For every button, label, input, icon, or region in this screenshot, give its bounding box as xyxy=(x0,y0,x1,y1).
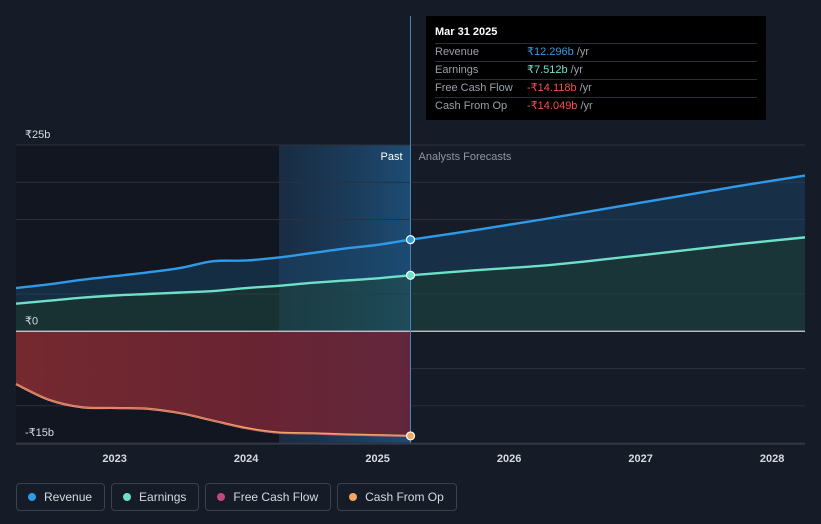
y-tick-label: -₹15b xyxy=(25,427,54,439)
tooltip-unit: /yr xyxy=(580,100,593,112)
earnings-point xyxy=(405,270,416,280)
legend-dot-icon xyxy=(349,493,358,501)
x-tick-label: 2024 xyxy=(234,453,259,465)
revenue-line xyxy=(15,174,806,290)
legend-item-cash-from-op[interactable]: Cash From Op xyxy=(337,483,457,511)
legend-dot-icon xyxy=(28,493,36,501)
x-tick-label: 2025 xyxy=(365,453,389,465)
legend-label: Earnings xyxy=(139,490,187,504)
legend-label: Cash From Op xyxy=(365,490,444,504)
tooltip-value: -₹14.049b xyxy=(527,100,578,112)
tooltip-row-revenue: Revenue ₹12.296b /yr xyxy=(435,43,757,61)
legend-item-revenue[interactable]: Revenue xyxy=(16,483,106,511)
x-tick-label: 2023 xyxy=(102,453,126,465)
tooltip-date: Mar 31 2025 xyxy=(435,26,498,38)
x-tick-label: 2027 xyxy=(628,453,652,465)
free-cash-flow-area xyxy=(16,331,411,437)
tooltip-row-free-cash-flow: Free Cash Flow -₹14.118b /yr xyxy=(435,79,757,97)
free-cash-flow-line xyxy=(15,383,411,438)
tooltip-row-earnings: Earnings ₹7.512b /yr xyxy=(435,61,757,79)
tooltip-unit: /yr xyxy=(576,46,589,58)
tooltip: Mar 31 2025 Revenue ₹12.296b /yr Earning… xyxy=(426,16,766,120)
chart-area: ₹25b ₹0 -₹15b 2023 2024 2025 2026 2027 2028 Past A… xyxy=(15,16,806,465)
cash-from-op-point xyxy=(405,431,416,441)
past-label: Past xyxy=(380,151,402,163)
legend-label: Revenue xyxy=(44,490,93,504)
revenue-point xyxy=(405,235,416,245)
legend: Revenue Earnings Free Cash Flow Cash Fro… xyxy=(16,483,457,511)
legend-dot-icon xyxy=(123,493,132,501)
tooltip-value: -₹14.118b xyxy=(527,82,577,94)
y-tick-label: ₹0 xyxy=(25,315,38,327)
x-tick-label: 2026 xyxy=(497,453,521,465)
tooltip-label: Earnings xyxy=(435,64,479,76)
tooltip-unit: /yr xyxy=(579,82,592,94)
earnings-line xyxy=(15,236,806,305)
legend-item-earnings[interactable]: Earnings xyxy=(111,483,200,511)
legend-label: Free Cash Flow xyxy=(233,490,319,504)
legend-item-free-cash-flow[interactable]: Free Cash Flow xyxy=(205,483,332,511)
x-tick-label: 2028 xyxy=(760,453,784,465)
tooltip-unit: /yr xyxy=(570,64,583,76)
tooltip-label: Free Cash Flow xyxy=(435,82,513,94)
legend-dot-icon xyxy=(217,493,226,501)
tooltip-value: ₹7.512b xyxy=(527,64,568,76)
tooltip-label: Revenue xyxy=(435,46,480,58)
forecast-label: Analysts Forecasts xyxy=(419,151,512,163)
tooltip-label: Cash From Op xyxy=(435,100,508,112)
tooltip-row-cash-from-op: Cash From Op -₹14.049b /yr xyxy=(435,97,757,115)
revenue-area xyxy=(16,175,805,304)
y-tick-label: ₹25b xyxy=(25,129,50,141)
tooltip-value: ₹12.296b xyxy=(527,46,574,58)
